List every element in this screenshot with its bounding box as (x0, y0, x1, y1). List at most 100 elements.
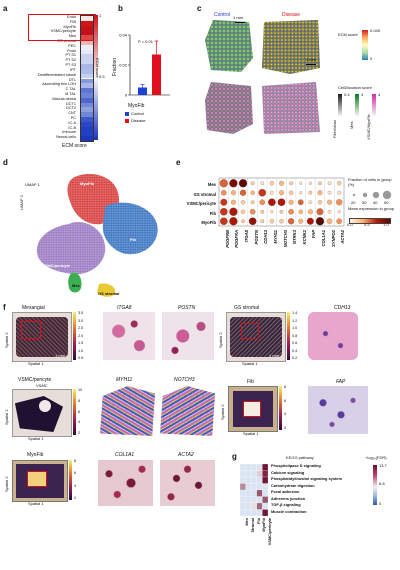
panel-a-row-label: VSMC/pericyte (50, 29, 76, 34)
panel-g-cell (256, 502, 263, 510)
panel-g-cell (245, 463, 252, 471)
panel-g-row-label: TGF-β signaling (271, 502, 301, 507)
panel-a-heat-cell (81, 44, 93, 50)
panel-a-heat-cell (81, 92, 93, 98)
panel-label-c: c (197, 4, 202, 13)
gs-tissue (226, 312, 286, 362)
mesangial-tissue (12, 312, 72, 362)
fib-ticks: 8 6 4 2 (284, 385, 294, 431)
panel-a-row-label: Endo (67, 15, 76, 19)
panel-a-row-label: PT S2 (65, 58, 76, 63)
panel-c-control-c2l-tissue (205, 82, 253, 134)
mesangial-scalebar: 1 mm (55, 353, 65, 358)
panel-g-cell (251, 489, 257, 497)
panel-a-row-label: PT S3 (65, 63, 76, 68)
panel-e-dot (308, 200, 313, 205)
panel-e-dot (277, 198, 286, 207)
panel-a-row-labels: Endo FIB MyoFib VSMC/pericyte Mes GS stromal P… (0, 15, 78, 140)
panel-e-gene-labels: PDGFRB PDGFRA ITGA8 POSTN CDH13 MYH11 NOTCH3 NT… (219, 230, 346, 260)
panel-g-colorbar (373, 465, 377, 505)
myofib-title: MyoFib (27, 452, 44, 458)
panel-e-dot (306, 217, 314, 225)
panel-a-heat-cell (81, 25, 93, 31)
panel-c-vsmc-bar (372, 94, 376, 116)
panel-g-cell (262, 496, 269, 504)
gs-spatial1: Spatial 1 (242, 361, 258, 366)
panel-g-cell (245, 470, 252, 478)
panel-e-dot (270, 190, 274, 195)
panel-e-dot (336, 218, 343, 225)
panel-e-color-tick-0: 0.0 (347, 222, 353, 227)
panel-e-dot (297, 199, 304, 206)
vsmc-ticks: 10 8 6 4 2 (78, 388, 90, 436)
panel-g-row-label: Phosphatidylinositol signaling system (271, 476, 342, 481)
panel-a-xlabel: ECM score (62, 143, 87, 149)
colorbar-tick: 4 (78, 420, 81, 425)
panel-e-gene-label: COL1A1 (320, 230, 326, 247)
panel-e-dot (307, 209, 313, 215)
panel-e-gene-label: NTRK3 (292, 230, 298, 244)
panel-g-cell (256, 509, 263, 517)
colorbar-tick: 8 (284, 385, 287, 389)
panel-g-cell (256, 489, 263, 497)
panel-a-row-label: Ascending thin LOH (42, 82, 76, 87)
notch3-map (160, 386, 215, 436)
panel-e-color-title: Mean expression in group (348, 206, 395, 211)
panel-g-cell (239, 476, 246, 484)
panel-g-row-labels: Phospholipase D signaling Calcium signali… (271, 463, 361, 517)
panel-g-cell (256, 476, 263, 484)
panel-e-gene-label: SYNPO2 (330, 230, 336, 247)
colorbar-tick: 0.4 (292, 348, 298, 353)
panel-d-umap (36, 174, 158, 297)
colorbar-tick: 1.2 (292, 318, 298, 323)
panel-e-color-tick-1: 0.5 (364, 222, 370, 227)
panel-e-dot (220, 198, 228, 206)
panel-e-dot (337, 190, 342, 195)
panel-a-heat-cell (81, 20, 93, 26)
panel-g-cell (239, 470, 246, 478)
panel-e-color-tick-2: 1.0 (383, 222, 389, 227)
gs-colorbar (287, 312, 290, 360)
panel-c-ecm-tick-high: 0.045 (370, 28, 381, 33)
panel-e-dot (299, 191, 303, 195)
panel-g-col-label: Stromal (249, 518, 255, 533)
panel-e-dot (289, 181, 293, 186)
panel-e-dot (279, 209, 284, 214)
panel-e-dot (260, 209, 265, 214)
colorbar-tick: 4 (74, 483, 77, 488)
panel-e-dotplot (218, 177, 345, 227)
mesangial-colorbar (73, 312, 76, 360)
panel-a-heat-cell (81, 16, 93, 21)
panel-g-cell (256, 483, 263, 491)
panel-e-row-label: GS stromal (193, 191, 216, 197)
panel-g-cell (262, 502, 269, 510)
panel-c-control-ecm-tissue (205, 20, 253, 72)
panel-a-heat-cell (81, 88, 93, 93)
panel-e-dot (337, 210, 341, 214)
cluster-label-vsmc: VSMC/pericyte (42, 263, 71, 268)
panel-g-col-label: Fib (255, 518, 261, 524)
panel-e-dot (229, 179, 238, 188)
panel-e-dot (260, 181, 265, 186)
gs-title: GS stromal (234, 305, 260, 311)
panel-e-size-labels: 20 30 40 50 (349, 200, 395, 205)
panel-b-ylabel: Fraction (112, 57, 118, 76)
panel-e-gene-label: MYH11 (272, 230, 278, 244)
panel-e-dot (249, 208, 256, 215)
panel-c-c2l-item-fibromast: FibroMast (332, 120, 337, 138)
cluster-label-myofib: MyoFib (80, 181, 94, 186)
panel-g-cell (245, 489, 252, 497)
panel-e-row-labels: Mes GS stromal VSMC/pericyte Fib MyoFib (176, 180, 216, 230)
panel-g-cell (262, 463, 269, 471)
panel-a-heat-cell (81, 59, 93, 65)
panel-a-heat-cell (81, 131, 93, 137)
panel-e-dot (230, 190, 236, 196)
panel-e-gene-label: ACTA2 (340, 230, 346, 244)
panel-c-mes-bar (355, 94, 359, 116)
panel-a-row-label: C TAL (65, 87, 76, 92)
colorbar-tick: 6 (284, 398, 287, 403)
panel-a-row-label: GS stromal (57, 39, 76, 44)
panel-g-cell (262, 483, 269, 491)
panel-g-col-labels: Mes Stromal Fib MyoFib VSMC/pericyte (240, 518, 271, 558)
panel-e-gene-label: CDH13 (263, 230, 269, 244)
